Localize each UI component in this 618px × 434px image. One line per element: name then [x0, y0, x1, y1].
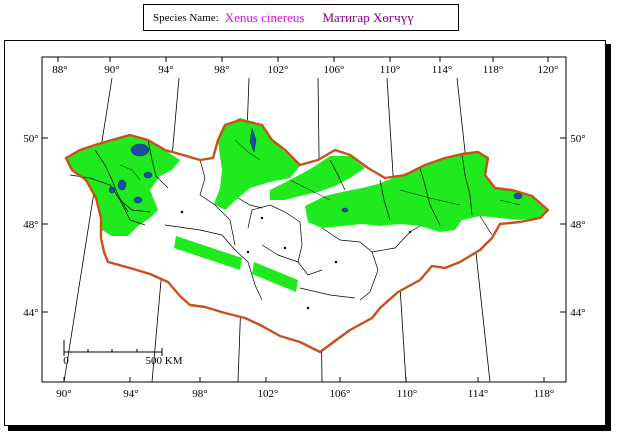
- lon-top-118: 118°: [483, 64, 504, 76]
- lon-bottom-118: 118°: [534, 388, 555, 400]
- lon-bottom-90: 90°: [56, 388, 71, 400]
- range-north-central: [214, 118, 300, 210]
- settlements: [180, 210, 412, 310]
- lon-bottom-106: 106°: [330, 388, 351, 400]
- range-south-band-2: [252, 262, 298, 292]
- frame-shadow-bottom: [8, 426, 611, 431]
- lon-top-106: 106°: [324, 64, 345, 76]
- lake-achit: [108, 186, 116, 194]
- national-border: [64, 118, 550, 354]
- lake-khuvsgul: [249, 127, 257, 153]
- lon-bottom-114: 114°: [468, 388, 489, 400]
- scale-end-label: 500 KM: [146, 355, 183, 367]
- lat-left-50: 50°: [23, 133, 38, 145]
- lake-buir: [513, 192, 523, 200]
- lat-left-44: 44°: [23, 307, 38, 319]
- lake-east: [341, 207, 349, 213]
- lon-top-94: 94°: [158, 64, 173, 76]
- lon-top-90: 90°: [104, 64, 119, 76]
- species-latin-name: Xenus cinereus: [224, 9, 305, 25]
- lake-khyargas: [143, 171, 153, 179]
- lon-top-88: 88°: [52, 64, 67, 76]
- lake-khar: [133, 196, 143, 204]
- species-name-box: Species Name: Xenus cinereus Матигар Хөг…: [143, 4, 459, 31]
- lake-khar-us: [117, 179, 127, 191]
- lon-top-102: 102°: [268, 64, 289, 76]
- rivers: [119, 139, 521, 206]
- scale-bar: [63, 340, 163, 356]
- meridian-90: [63, 77, 113, 383]
- lon-top-114: 114°: [432, 64, 453, 76]
- graticule-ticks: [42, 57, 566, 382]
- lat-left-48: 48°: [23, 219, 38, 231]
- scale-start-label: 0: [63, 355, 69, 367]
- lon-bottom-102: 102°: [258, 388, 279, 400]
- province-boundaries: [69, 139, 493, 301]
- lon-bottom-110: 110°: [397, 388, 418, 400]
- lon-bottom-94: 94°: [123, 388, 138, 400]
- lon-top-120: 120°: [538, 64, 559, 76]
- frame-shadow-right: [606, 44, 611, 430]
- range-south-band-1: [174, 236, 242, 270]
- lat-right-44: 44°: [570, 307, 585, 319]
- species-name-label: Species Name:: [153, 11, 219, 24]
- lakes: [108, 127, 523, 213]
- range-khentii: [270, 156, 365, 200]
- lat-right-50: 50°: [570, 133, 585, 145]
- lon-bottom-98: 98°: [192, 388, 207, 400]
- lat-right-48: 48°: [570, 219, 585, 231]
- lon-top-98: 98°: [214, 64, 229, 76]
- lake-uvs: [130, 143, 150, 157]
- lon-top-110: 110°: [380, 64, 401, 76]
- species-local-name: Матигар Хөгчүү: [322, 9, 414, 25]
